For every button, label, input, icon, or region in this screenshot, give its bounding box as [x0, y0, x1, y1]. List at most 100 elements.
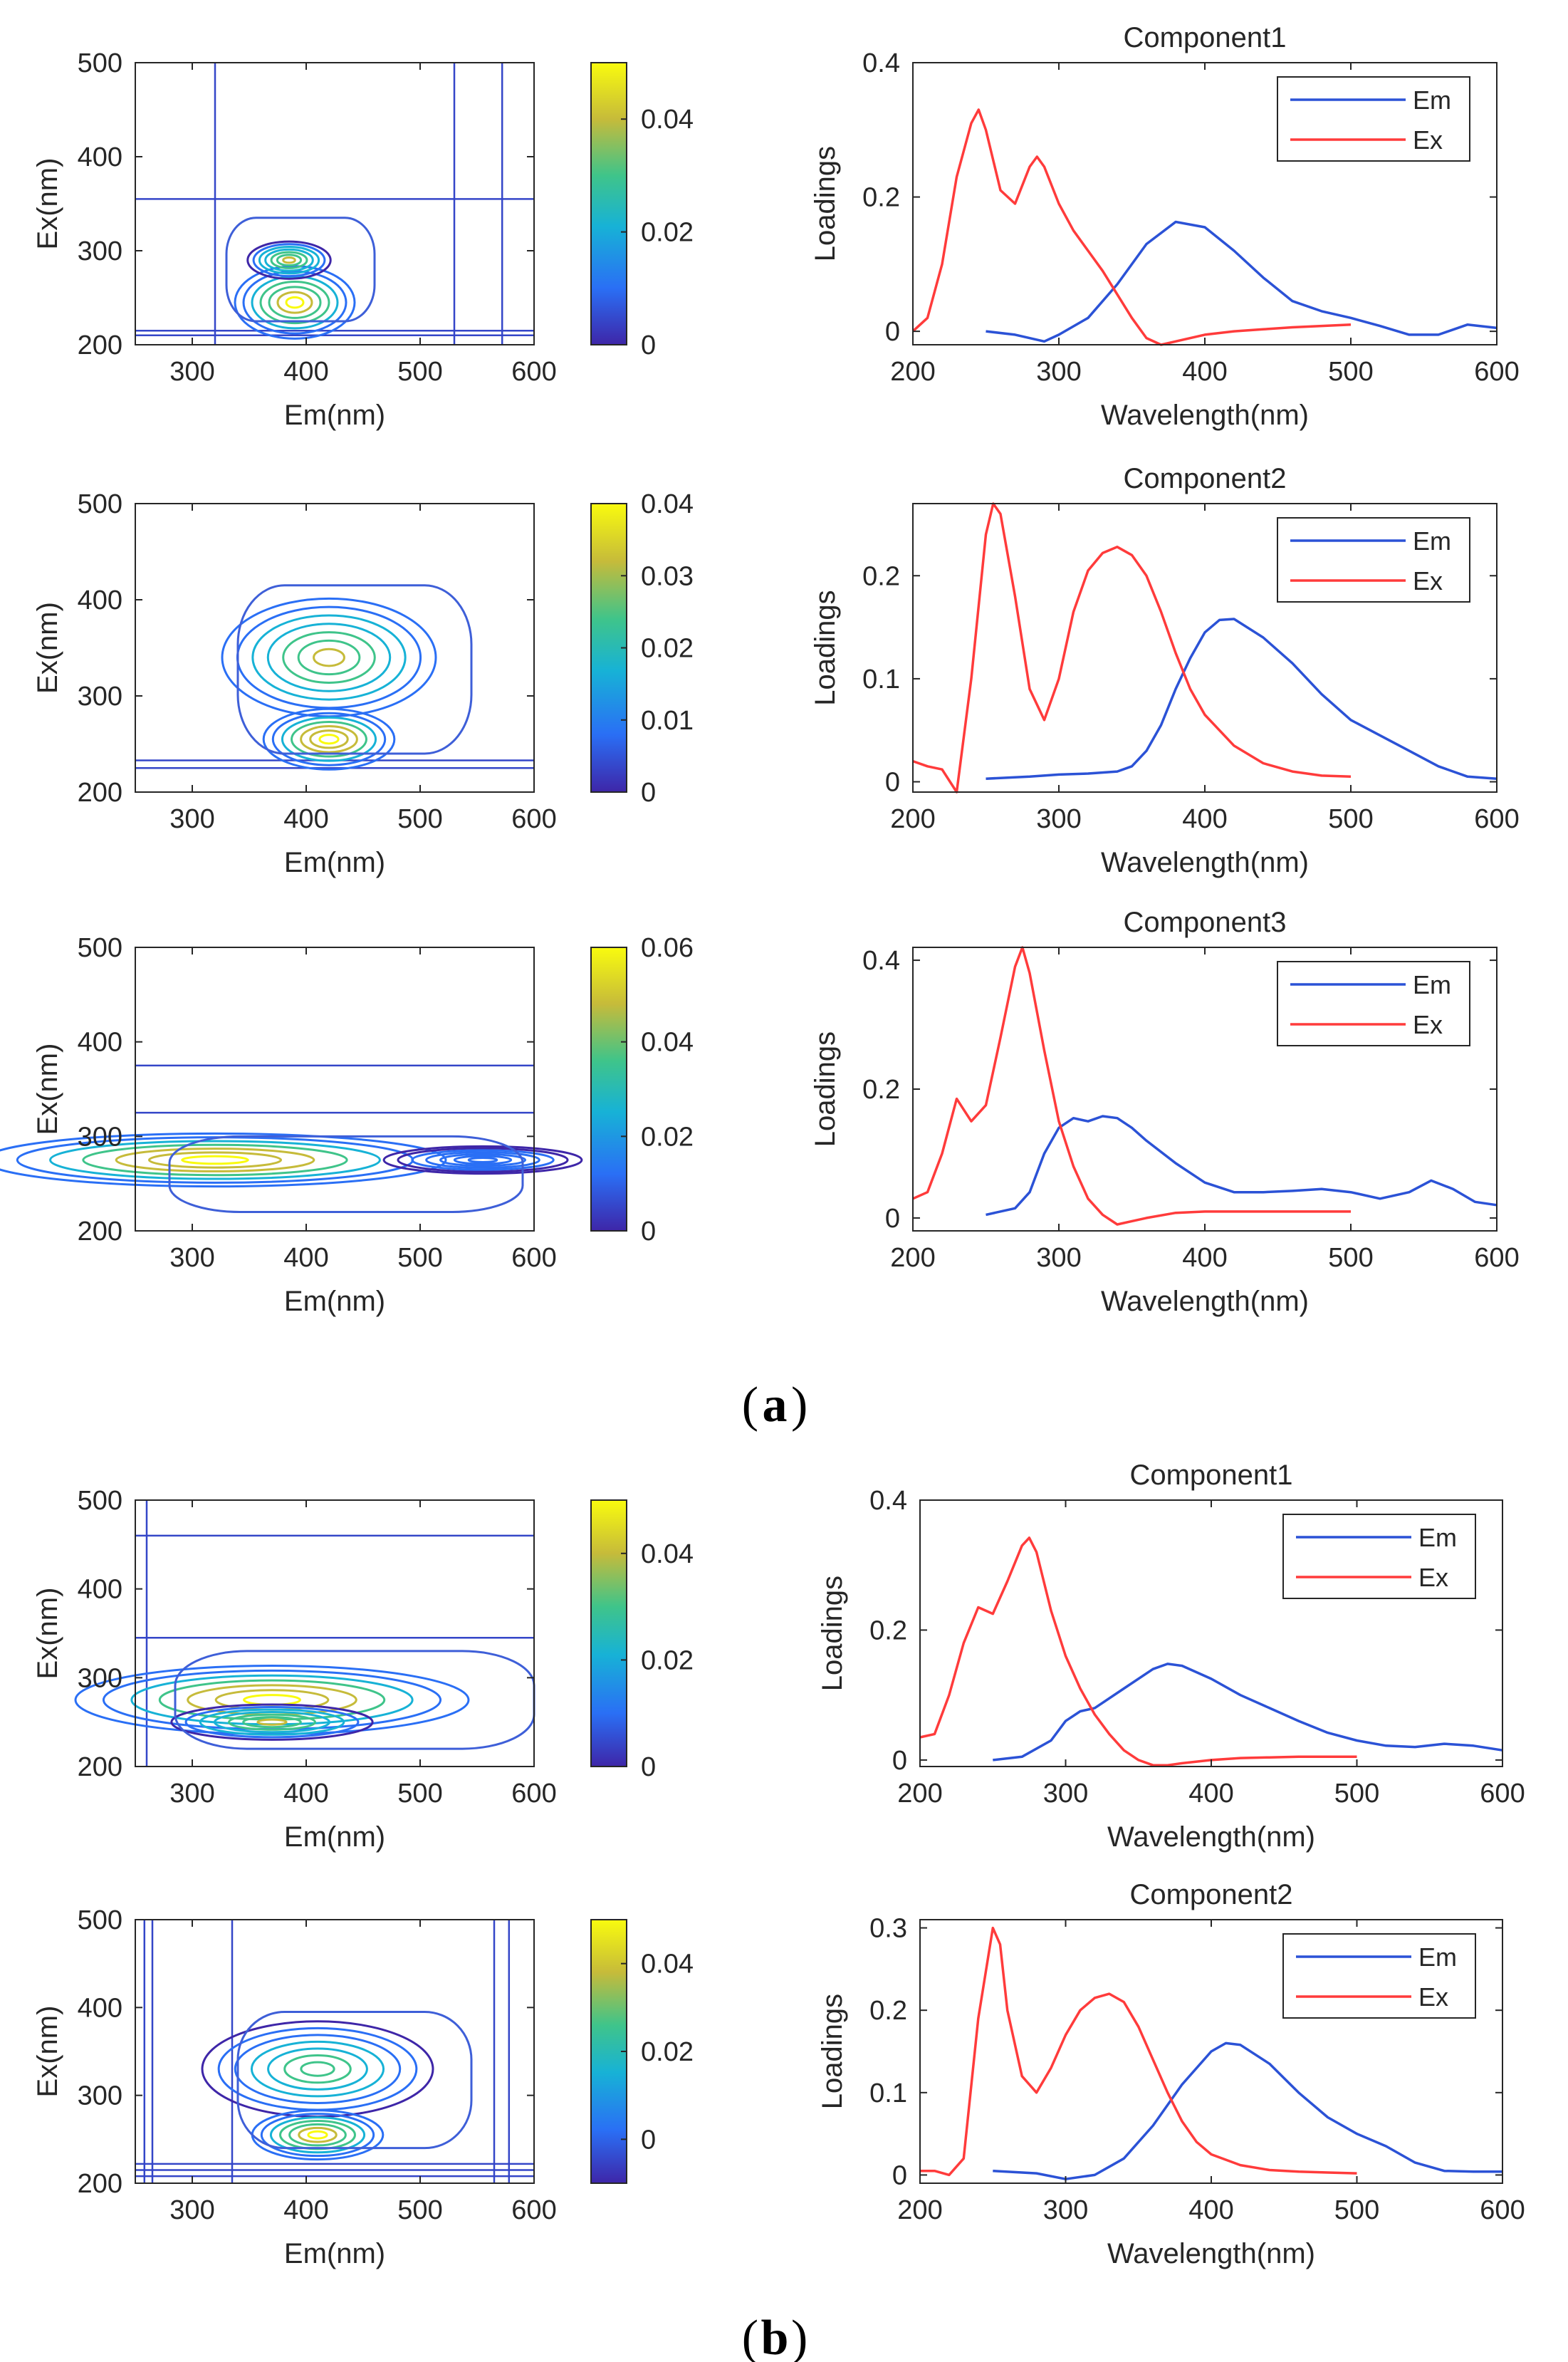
chart-a-2-heatmap: 300 400 500 600 200 300 400 500 Em(nm) Ex(nm) 0 0.0…: [32, 489, 694, 878]
loadings-b1-title: Component1: [1129, 1460, 1292, 1491]
eem-b1-contour-line: [256, 1718, 288, 1726]
eem-b2-x-tick-label: 500: [397, 2195, 442, 2225]
eem-a3-contour-line: [115, 1148, 315, 1172]
eem-b1-y-tick-label: 500: [78, 1486, 122, 1516]
eem-a1-contour-line: [264, 248, 314, 272]
eem-b1-x-tick-label: 400: [283, 1779, 328, 1809]
eem-a1-x-tick-label: 400: [283, 357, 328, 387]
eem-a1-colorbar-tick-label: 0.04: [641, 105, 694, 135]
eem-b1-contour-line: [242, 1716, 302, 1729]
loadings-a2-y-tick-label: 0: [885, 768, 900, 798]
eem-a2-contour-line: [251, 614, 407, 701]
eem-a3-x-tick-label: 500: [397, 1243, 442, 1273]
loadings-a2-y-tick-label: 0.2: [862, 561, 900, 591]
eem-a2-axes-box: [135, 503, 535, 793]
loadings-a2-series-em: [986, 618, 1498, 780]
loadings-a1-legend-box: [1277, 76, 1470, 162]
eem-b2-contour-line: [260, 2113, 375, 2158]
eem-a2-x-axis-label: Em(nm): [284, 847, 385, 878]
chart-a-1-line: Component1 200 300 400 500 600 0 0.2 0.4 Waveleng…: [810, 22, 1520, 431]
eem-a2-contour-line: [262, 707, 396, 771]
eem-a3-y-tick-label: 200: [78, 1217, 122, 1247]
eem-a1-contour-line: [276, 291, 313, 314]
eem-a3-contour-line: [382, 1145, 583, 1175]
loadings-a3-series-em: [986, 1115, 1498, 1217]
loadings-a1-series-ex: [911, 108, 1352, 346]
eem-a1-contour-line: [259, 281, 330, 325]
eem-a1-axes-box: [135, 62, 535, 345]
eem-b2-contour-line: [217, 2027, 418, 2111]
eem-b1-colorbar-tick-label: 0.02: [641, 1645, 694, 1675]
loadings-a3-x-tick-label: 300: [1036, 1243, 1081, 1273]
loadings-a2-x-tick-label: 200: [890, 804, 935, 834]
eem-a1-colorbar-tick-label: 0.02: [641, 218, 694, 248]
loadings-a2-legend-label-ex: Ex: [1413, 566, 1443, 595]
loadings-a3-y-tick-label: 0: [885, 1204, 900, 1234]
loadings-b1-series-em: [993, 1663, 1503, 1762]
eem-a1-contour-line: [276, 254, 303, 267]
loadings-a1-y-tick-label: 0.2: [862, 183, 900, 213]
eem-a3-contour-line: [49, 1140, 381, 1180]
eem-a2-contour-line: [271, 712, 387, 766]
panel-label-b: ( b ): [742, 2311, 808, 2362]
eem-a1-y-axis-label: Ex(nm): [32, 158, 63, 250]
eem-a2-contour-line: [221, 597, 437, 718]
eem-a2-contour-outer: [236, 584, 473, 755]
loadings-a1-title: Component1: [1123, 22, 1286, 53]
eem-a2-contour-line: [300, 725, 358, 754]
eem-a3-colorbar-tick-label: 0.04: [641, 1028, 694, 1058]
loadings-b1-x-axis-label: Wavelength(nm): [1107, 1821, 1315, 1853]
plot-area: 300 400 500 600 200 300 400 500 Em(nm) Ex(nm) 0 0.0…: [0, 22, 1525, 2269]
eem-b1-y-axis-label: Ex(nm): [32, 1588, 63, 1680]
loadings-a2-y-axis-label: Loadings: [810, 590, 841, 705]
loadings-a1-x-tick-label: 500: [1328, 357, 1373, 387]
panel-label-a-open: (: [742, 1378, 758, 1432]
eem-b2-contour-line: [307, 2130, 328, 2140]
eem-a1-colorbar-tick-label: 0: [641, 331, 656, 360]
loadings-a2-legend-box: [1277, 517, 1470, 603]
loadings-a3-y-axis-label: Loadings: [810, 1031, 841, 1147]
eem-a2-x-tick-label: 500: [397, 804, 442, 834]
eem-b1-y-tick-label: 200: [78, 1752, 122, 1782]
chart-b-2-heatmap: 300 400 500 600 200 300 400 500 Em(nm) Ex(nm) 0 0.0…: [32, 1905, 694, 2269]
loadings-a2-x-tick-label: 400: [1182, 804, 1227, 834]
chart-a-3-heatmap: 300 400 500 600 200 300 400 500 Em(nm) Ex(nm) 0 0.0…: [0, 933, 694, 1317]
eem-b2-axes-box: [135, 1919, 535, 2184]
eem-a3-contour-line: [467, 1157, 498, 1163]
loadings-a3-x-tick-label: 200: [890, 1243, 935, 1273]
eem-a1-y-tick-label: 500: [78, 48, 122, 78]
eem-a3-contour-line: [181, 1155, 249, 1165]
eem-a1-x-axis-label: Em(nm): [284, 400, 385, 431]
loadings-b1-legend-label-ex: Ex: [1418, 1563, 1448, 1592]
loadings-a1-x-tick-label: 300: [1036, 357, 1081, 387]
panel-label-b-open: (: [742, 2311, 758, 2362]
loadings-a2-x-tick-label: 600: [1474, 804, 1519, 834]
loadings-a2-x-tick-label: 300: [1036, 804, 1081, 834]
eem-a1-contour-line: [246, 240, 332, 280]
eem-a3-contour-line: [439, 1153, 527, 1167]
loadings-b1-y-axis-label: Loadings: [817, 1576, 848, 1691]
eem-a3-colorbar-tick-label: 0: [641, 1217, 656, 1247]
loadings-a3-title: Component3: [1123, 907, 1286, 938]
eem-b2-contour-line: [298, 2126, 338, 2143]
eem-a1-x-tick-label: 600: [511, 357, 556, 387]
loadings-a2-x-tick-label: 500: [1328, 804, 1373, 834]
eem-a1-x-tick-label: 300: [169, 357, 214, 387]
eem-a2-y-tick-label: 200: [78, 778, 122, 808]
eem-a3-axes-box: [135, 947, 535, 1232]
loadings-b1-x-tick-label: 500: [1334, 1779, 1379, 1809]
eem-a1-y-tick-label: 300: [78, 236, 122, 266]
loadings-b1-x-tick-label: 400: [1188, 1779, 1233, 1809]
loadings-b2-x-tick-label: 600: [1480, 2195, 1525, 2225]
eem-b1-x-tick-label: 600: [511, 1779, 556, 1809]
loadings-b2-legend-label-em: Em: [1418, 1942, 1457, 1972]
loadings-a2-legend: Em Ex: [1277, 517, 1470, 603]
eem-a3-y-axis-label: Ex(nm): [32, 1044, 63, 1135]
eem-a3-contour-line: [453, 1155, 513, 1165]
loadings-a3-x-tick-label: 600: [1474, 1243, 1519, 1273]
eem-a2-y-axis-label: Ex(nm): [32, 602, 63, 694]
loadings-b2-x-tick-label: 500: [1334, 2195, 1379, 2225]
loadings-a3-legend-label-em: Em: [1413, 970, 1451, 999]
panel-label-b-close: ): [791, 2311, 807, 2362]
eem-b1-x-tick-label: 500: [397, 1779, 442, 1809]
